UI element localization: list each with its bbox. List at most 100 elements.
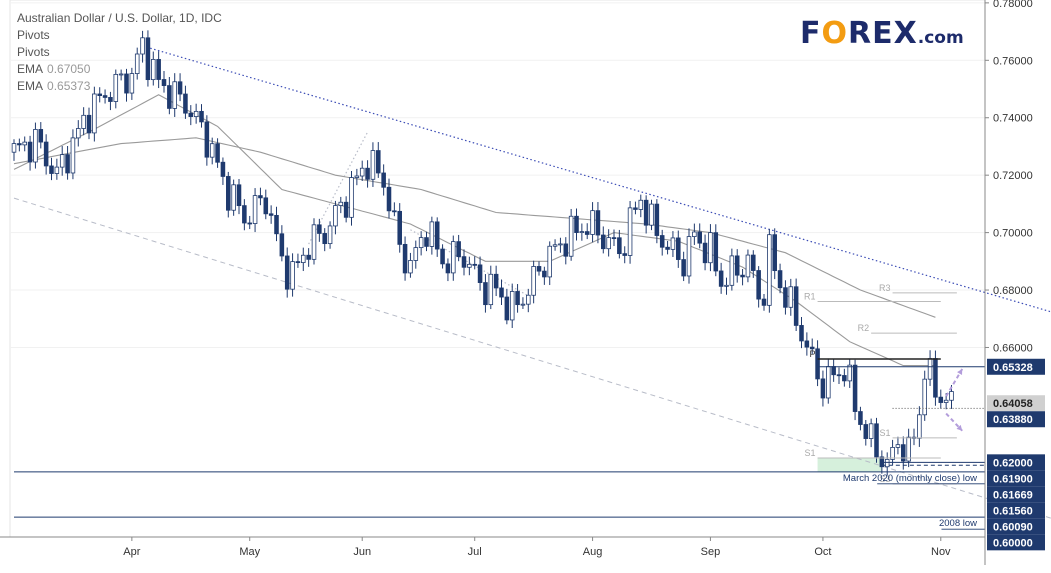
- candle-body: [483, 282, 488, 306]
- scenario-arrow-head: [957, 369, 963, 376]
- candle-body: [177, 81, 183, 95]
- price-box: [987, 486, 1045, 503]
- candle-body: [665, 246, 670, 250]
- candlesticks: [11, 30, 954, 476]
- candle-body: [397, 210, 402, 245]
- candle: [220, 157, 226, 185]
- candle: [558, 237, 563, 253]
- candle: [204, 115, 210, 166]
- candle-body: [76, 128, 81, 139]
- candle-body: [284, 255, 290, 290]
- candle-body: [38, 129, 44, 143]
- candle-body: [590, 210, 595, 235]
- candle-body: [327, 225, 333, 245]
- candle-body: [858, 411, 863, 425]
- candle: [681, 251, 686, 282]
- candle: [547, 241, 552, 286]
- candle: [11, 139, 17, 161]
- candle: [643, 195, 649, 234]
- candle: [584, 223, 590, 240]
- candle-body: [901, 444, 906, 462]
- candle: [59, 146, 65, 176]
- candle: [809, 338, 815, 355]
- candle: [226, 171, 231, 218]
- candle: [499, 279, 504, 306]
- candle: [118, 69, 124, 81]
- candle-body: [172, 81, 177, 109]
- candle: [38, 122, 44, 149]
- candle-body: [129, 73, 135, 94]
- x-tick-label: Oct: [814, 546, 831, 558]
- candle-body: [124, 73, 129, 94]
- candle-body: [611, 237, 617, 240]
- candle-body: [670, 237, 676, 250]
- candle-body: [370, 150, 376, 180]
- candle: [542, 266, 547, 285]
- candle: [92, 86, 97, 142]
- candle-body: [649, 203, 654, 226]
- candle: [847, 359, 852, 388]
- candle: [670, 231, 676, 258]
- candle: [108, 91, 113, 111]
- candle: [381, 164, 386, 196]
- candle-body: [772, 234, 777, 272]
- candle: [167, 77, 172, 115]
- candle: [804, 332, 810, 356]
- candle-body: [97, 93, 102, 97]
- candle: [590, 202, 595, 243]
- candle-body: [761, 298, 767, 306]
- candle: [209, 137, 215, 165]
- y-tick-label: 0.66000: [993, 342, 1033, 354]
- candle: [172, 73, 177, 117]
- candle: [429, 216, 435, 255]
- candle-body: [140, 37, 145, 55]
- candle: [702, 234, 708, 271]
- candle-body: [59, 154, 65, 168]
- candle-body: [279, 233, 285, 257]
- candle-body: [676, 237, 681, 260]
- candle-body: [627, 207, 633, 256]
- candle: [145, 30, 151, 87]
- forex-logo: FOREX.com: [800, 16, 964, 51]
- candle-body: [226, 176, 231, 211]
- candle-body: [584, 231, 590, 235]
- candle: [922, 370, 927, 421]
- candle-body: [440, 248, 445, 265]
- logo-o: O: [821, 16, 849, 51]
- candle: [49, 157, 54, 181]
- candle-body: [826, 366, 831, 399]
- candle: [231, 179, 236, 216]
- candle-body: [622, 253, 627, 256]
- candle-body: [359, 167, 365, 177]
- pivot-levels: P R1 R2 R3 S1 S1 S3: [804, 283, 957, 485]
- candle: [54, 158, 60, 180]
- candle-body: [890, 447, 895, 460]
- candle: [17, 138, 22, 152]
- candle-body: [231, 184, 236, 211]
- candle-body: [156, 59, 161, 80]
- candle-body: [167, 85, 172, 109]
- candle: [665, 240, 670, 255]
- candle: [456, 234, 461, 262]
- candle-body: [499, 287, 504, 298]
- annotation-label: 2008 low: [939, 518, 977, 529]
- candle-body: [215, 143, 220, 163]
- candle: [477, 256, 483, 291]
- candle: [772, 228, 777, 280]
- candle-body: [718, 270, 724, 287]
- price-box-label: 0.61669: [993, 489, 1033, 501]
- candle-body: [33, 129, 38, 163]
- scenario-arrow-line: [945, 412, 963, 432]
- price-box-label: 0.63880: [993, 414, 1033, 426]
- candle: [659, 229, 665, 256]
- scenario-arrows: [945, 368, 964, 432]
- candle-body: [11, 143, 17, 153]
- candle-body: [659, 235, 665, 248]
- candle-body: [386, 186, 392, 212]
- candle-body: [617, 237, 622, 255]
- legend-pivots-1: Pivots: [17, 28, 50, 42]
- candle: [306, 248, 311, 267]
- candle-body: [756, 270, 761, 300]
- candle-body: [842, 375, 847, 382]
